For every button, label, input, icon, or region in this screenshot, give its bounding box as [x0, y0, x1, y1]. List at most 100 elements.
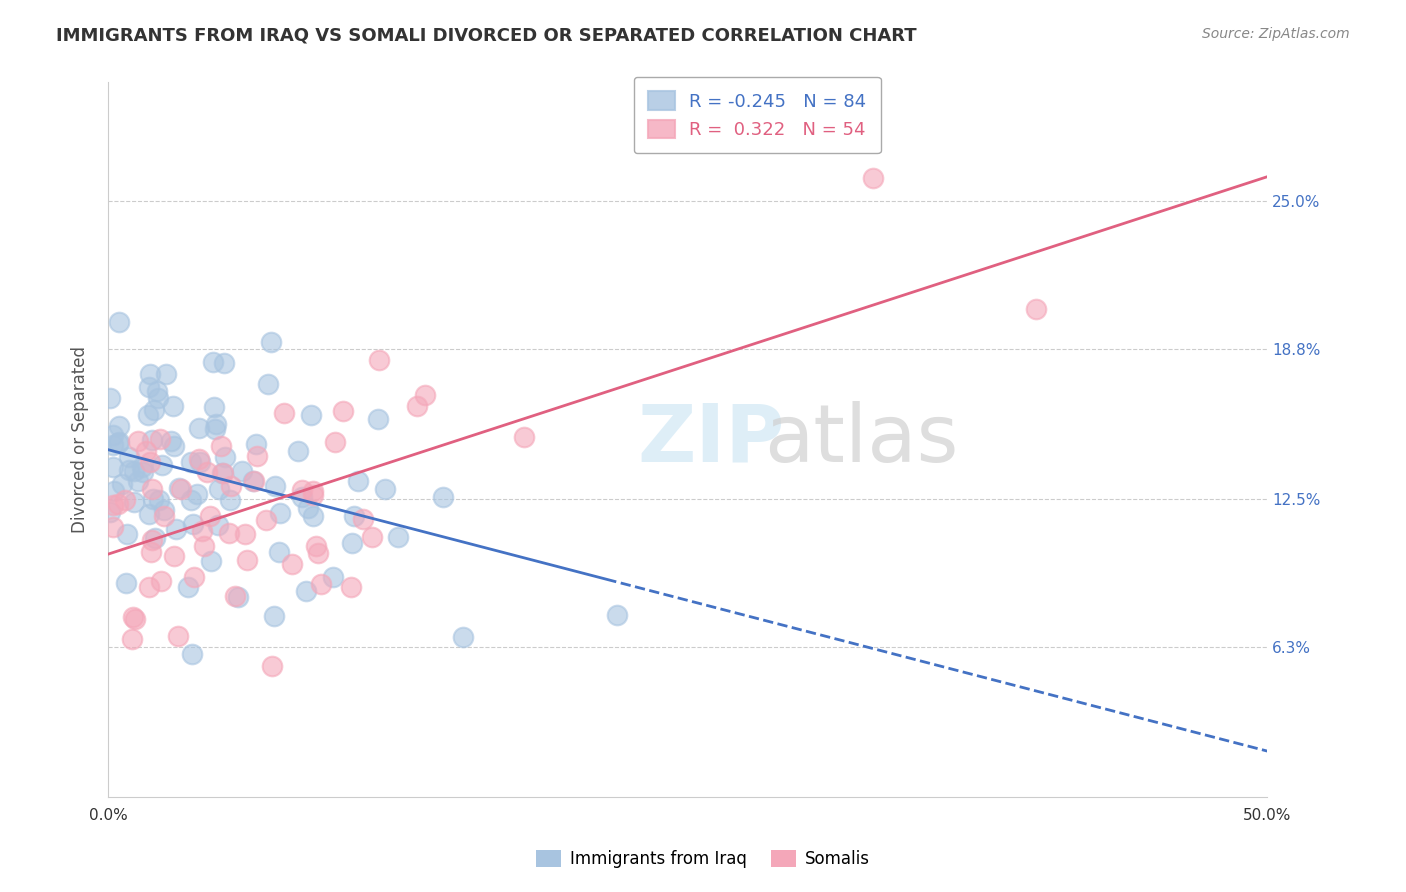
Point [177, 580, 200, 594]
Point [107, 435, 129, 450]
Point [346, 475, 368, 489]
Point [202, 354, 225, 368]
Point [163, 439, 186, 453]
Point [121, 609, 143, 624]
Point [269, 507, 291, 521]
Point [115, 526, 138, 541]
Point [340, 580, 363, 594]
Point [218, 525, 240, 540]
Point [111, 477, 134, 491]
Point [340, 536, 363, 550]
Point [170, 482, 193, 496]
Point [108, 418, 131, 433]
Point [153, 503, 176, 517]
Point [246, 450, 269, 464]
Point [142, 402, 165, 417]
Text: IMMIGRANTS FROM IRAQ VS SOMALI DIVORCED OR SEPARATED CORRELATION CHART: IMMIGRANTS FROM IRAQ VS SOMALI DIVORCED … [56, 27, 917, 45]
Point [138, 507, 160, 521]
Text: Source: ZipAtlas.com: Source: ZipAtlas.com [1202, 27, 1350, 41]
Point [299, 408, 322, 422]
Point [221, 479, 243, 493]
Point [135, 443, 157, 458]
Y-axis label: Divorced or Separated: Divorced or Separated [72, 346, 89, 533]
Point [118, 450, 141, 464]
Point [368, 353, 391, 368]
Point [191, 524, 214, 539]
Point [231, 464, 253, 478]
Point [198, 509, 221, 524]
Point [305, 539, 328, 553]
Point [257, 377, 280, 392]
Text: ZIP: ZIP [637, 401, 785, 479]
Point [180, 455, 202, 469]
Point [287, 443, 309, 458]
Text: atlas: atlas [765, 401, 959, 479]
Point [141, 482, 163, 496]
Point [301, 508, 323, 523]
Point [139, 367, 162, 381]
Point [149, 432, 172, 446]
Point [254, 513, 277, 527]
Point [127, 475, 149, 489]
Point [367, 412, 389, 426]
Point [152, 509, 174, 524]
Point [406, 399, 429, 413]
Point [101, 428, 124, 442]
Point [188, 454, 211, 468]
Point [100, 504, 122, 518]
Point [127, 434, 149, 449]
Point [218, 493, 240, 508]
Point [167, 628, 190, 642]
Point [211, 466, 233, 480]
Point [122, 465, 145, 479]
Point [513, 430, 536, 444]
Point [103, 520, 125, 534]
Point [264, 479, 287, 493]
Point [352, 511, 374, 525]
Point [162, 399, 184, 413]
Point [209, 439, 232, 453]
Point [204, 422, 226, 436]
Point [138, 580, 160, 594]
Point [103, 483, 125, 498]
Point [159, 434, 181, 448]
Point [121, 632, 143, 646]
Point [183, 569, 205, 583]
Point [197, 465, 219, 479]
Point [243, 474, 266, 488]
Point [323, 435, 346, 450]
Point [186, 487, 208, 501]
Point [214, 356, 236, 370]
Point [101, 460, 124, 475]
Point [148, 391, 170, 405]
Point [187, 421, 209, 435]
Point [332, 404, 354, 418]
Point [453, 630, 475, 644]
Point [260, 334, 283, 349]
Point [132, 466, 155, 480]
Point [211, 466, 233, 480]
Point [124, 611, 146, 625]
Point [114, 493, 136, 508]
Point [606, 608, 628, 623]
Legend: R = -0.245   N = 84, R =  0.322   N = 54: R = -0.245 N = 84, R = 0.322 N = 54 [634, 77, 882, 153]
Point [131, 460, 153, 475]
Point [226, 591, 249, 605]
Point [297, 501, 319, 516]
Point [432, 490, 454, 504]
Point [143, 531, 166, 545]
Point [205, 417, 228, 431]
Point [263, 609, 285, 624]
Point [141, 433, 163, 447]
Point [108, 315, 131, 329]
Legend: Immigrants from Iraq, Somalis: Immigrants from Iraq, Somalis [530, 843, 876, 875]
Point [233, 526, 256, 541]
Point [138, 455, 160, 469]
Point [114, 575, 136, 590]
Point [207, 518, 229, 533]
Point [202, 401, 225, 415]
Point [107, 434, 129, 449]
Point [361, 530, 384, 544]
Point [193, 539, 215, 553]
Point [118, 463, 141, 477]
